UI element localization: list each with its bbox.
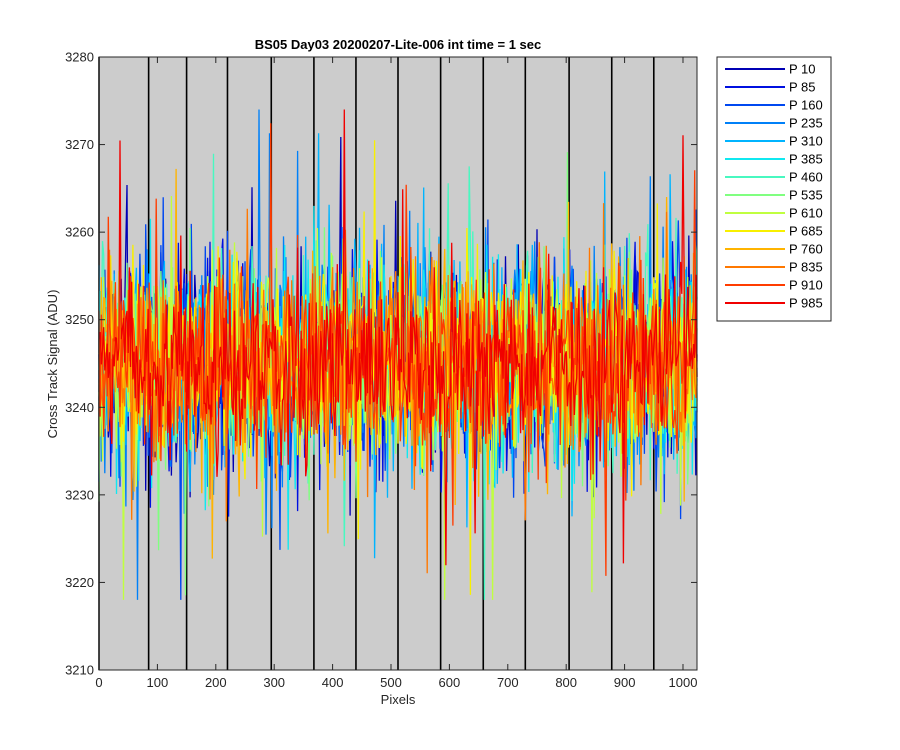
- legend-label: P 985: [789, 296, 823, 311]
- legend: P 10 P 85 P 160 P 235 P 310 P 385 P 460 P 535 P …: [716, 56, 832, 322]
- legend-label: P 85: [789, 80, 816, 95]
- y-tick-label: 3220: [65, 575, 94, 590]
- series-lines: [98, 109, 698, 600]
- x-tick-label: 600: [439, 675, 461, 690]
- legend-label: P 235: [789, 116, 823, 131]
- legend-label: P 160: [789, 98, 823, 113]
- legend-entry: P 235: [725, 116, 823, 131]
- series-line-p985: [98, 109, 698, 566]
- legend-entry: P 85: [725, 80, 816, 95]
- y-axis-label: Cross Track Signal (ADU): [45, 290, 60, 439]
- x-tick-label: 800: [555, 675, 577, 690]
- legend-entry: P 310: [725, 134, 823, 149]
- legend-label: P 835: [789, 260, 823, 275]
- x-tick-label: 200: [205, 675, 227, 690]
- legend-label: P 385: [789, 152, 823, 167]
- y-tick-label: 3280: [65, 50, 94, 65]
- y-tick-label: 3230: [65, 487, 94, 502]
- legend-label: P 460: [789, 170, 823, 185]
- x-tick-label: 700: [497, 675, 519, 690]
- plot-border: [98, 56, 698, 671]
- legend-entry: P 385: [725, 152, 823, 167]
- x-tick-label: 300: [263, 675, 285, 690]
- legend-label: P 610: [789, 206, 823, 221]
- x-tick-label: 0: [95, 675, 102, 690]
- x-tick-label: 1000: [669, 675, 698, 690]
- y-tick-label: 3260: [65, 225, 94, 240]
- x-tick-label: 900: [614, 675, 636, 690]
- x-axis: 0 100 200 300 400 500 600 700 800 900 1000: [95, 57, 697, 690]
- legend-entry: P 985: [725, 296, 823, 311]
- y-tick-label: 3210: [65, 663, 94, 678]
- legend-label: P 910: [789, 278, 823, 293]
- y-tick-label: 3250: [65, 312, 94, 327]
- y-axis: 3210 3220 3230 3240 3250 3260 3270 3280: [65, 50, 697, 678]
- legend-label: P 760: [789, 242, 823, 257]
- legend-label: P 310: [789, 134, 823, 149]
- plot-area: [98, 56, 698, 671]
- x-tick-label: 500: [380, 675, 402, 690]
- x-axis-label: Pixels: [381, 692, 416, 707]
- legend-entry: P 610: [725, 206, 823, 221]
- legend-label: P 685: [789, 224, 823, 239]
- chart-title: BS05 Day03 20200207-Lite-006 int time = …: [255, 37, 542, 52]
- x-tick-label: 400: [322, 675, 344, 690]
- y-tick-label: 3240: [65, 400, 94, 415]
- legend-label: P 535: [789, 188, 823, 203]
- legend-entry: P 685: [725, 224, 823, 239]
- legend-label: P 10: [789, 62, 816, 77]
- x-tick-label: 100: [147, 675, 169, 690]
- legend-entry: P 10: [725, 62, 816, 77]
- legend-entry: P 535: [725, 188, 823, 203]
- y-tick-label: 3270: [65, 137, 94, 152]
- legend-entry: P 910: [725, 278, 823, 293]
- series-line-p910: [98, 123, 698, 576]
- legend-entry: P 460: [725, 170, 823, 185]
- legend-items: P 10 P 85 P 160 P 235 P 310 P 385 P 460 P 535 P …: [725, 62, 823, 311]
- legend-box: [716, 56, 832, 322]
- legend-entry: P 160: [725, 98, 823, 113]
- legend-entry: P 835: [725, 260, 823, 275]
- legend-entry: P 760: [725, 242, 823, 257]
